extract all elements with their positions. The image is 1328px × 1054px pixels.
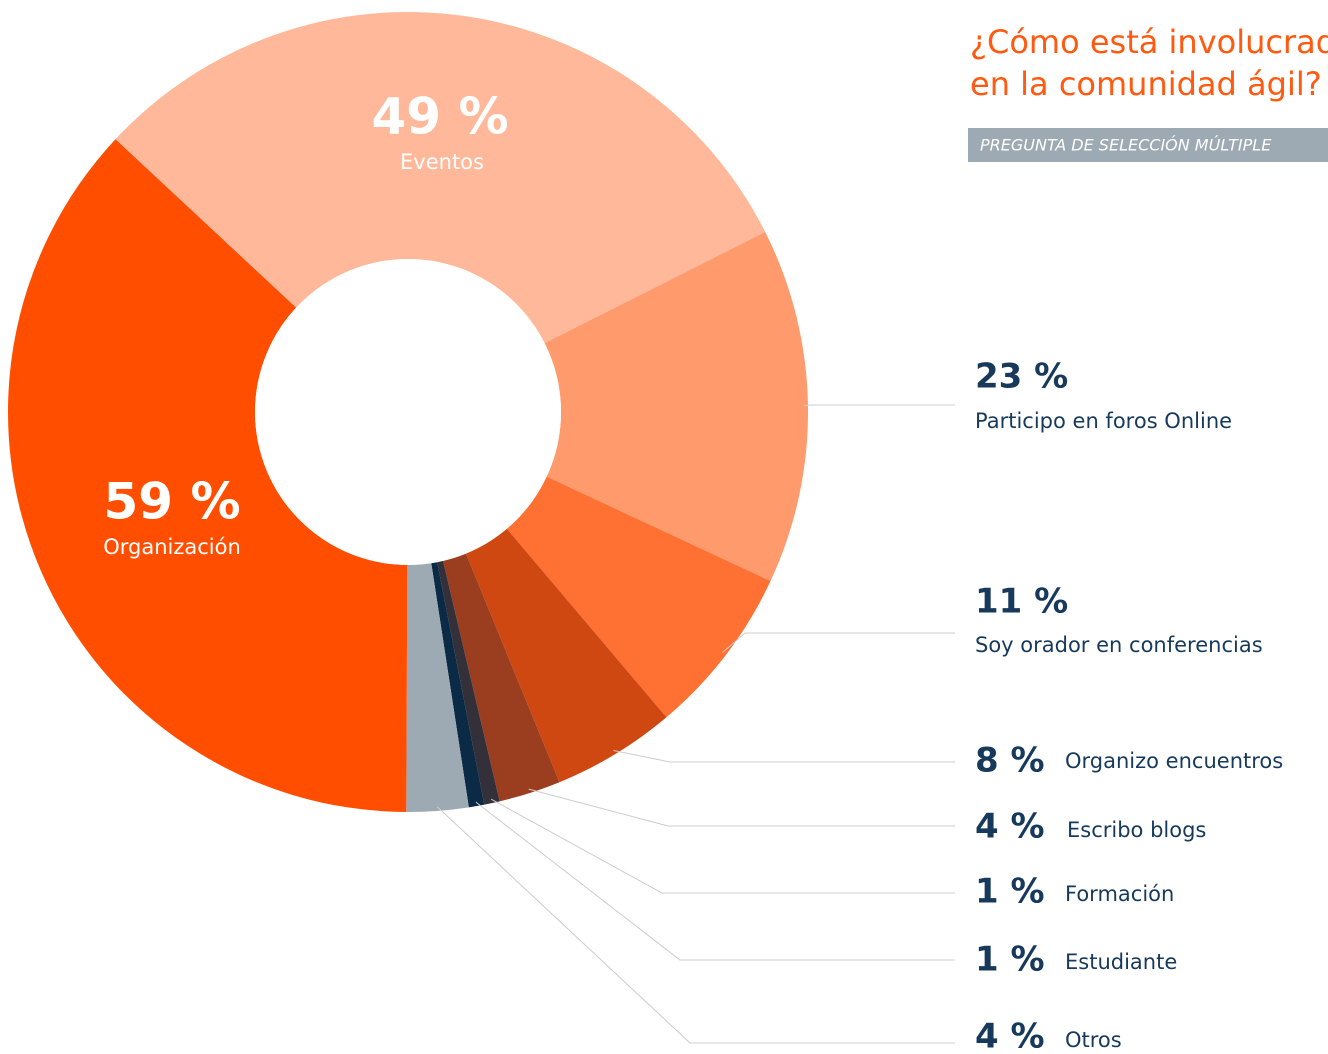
- chart-title: en la comunidad ágil?: [970, 65, 1322, 103]
- leader-line: [803, 404, 955, 407]
- leader-line: [528, 788, 955, 827]
- leader-line: [437, 806, 955, 1044]
- donut-hole: [255, 259, 561, 565]
- donut-slice: [431, 562, 485, 808]
- leader-line: [613, 750, 955, 763]
- category-label: Organizo encuentros: [1065, 749, 1283, 773]
- value-label: 4 %: [975, 807, 1045, 847]
- value-label: 59 %: [103, 473, 240, 531]
- donut-slice: [465, 528, 667, 783]
- category-label: Organización: [103, 535, 241, 559]
- value-label: 23 %: [975, 357, 1068, 397]
- category-label: Otros: [1065, 1028, 1122, 1052]
- category-label: Eventos: [400, 150, 484, 174]
- value-label: 1 %: [975, 940, 1045, 980]
- donut-slice: [437, 560, 500, 805]
- donut-slice: [115, 11, 766, 344]
- donut-slice: [7, 139, 408, 812]
- value-label: 11 %: [975, 582, 1068, 622]
- value-label: 8 %: [975, 741, 1045, 781]
- donut-slice: [443, 553, 560, 802]
- value-label: 1 %: [975, 872, 1045, 912]
- category-label: Escribo blogs: [1067, 818, 1206, 842]
- category-label: Soy orador en conferencias: [975, 633, 1263, 657]
- leader-line: [490, 798, 955, 894]
- leader-line: [722, 632, 955, 653]
- category-label: Formación: [1065, 882, 1174, 906]
- donut-slice: [406, 563, 469, 813]
- subtitle: PREGUNTA DE SELECCIÓN MÚLTIPLE: [980, 136, 1272, 155]
- value-label: 4 %: [975, 1017, 1045, 1054]
- category-label: Participo en foros Online: [975, 409, 1232, 433]
- subtitle-band: [968, 128, 1328, 162]
- category-label: Estudiante: [1065, 950, 1177, 974]
- chart-title: ¿Cómo está involucrado: [970, 23, 1328, 61]
- donut-slice: [506, 476, 771, 718]
- donut-slice: [544, 231, 808, 582]
- leader-line: [475, 801, 955, 961]
- value-label: 49 %: [371, 88, 508, 146]
